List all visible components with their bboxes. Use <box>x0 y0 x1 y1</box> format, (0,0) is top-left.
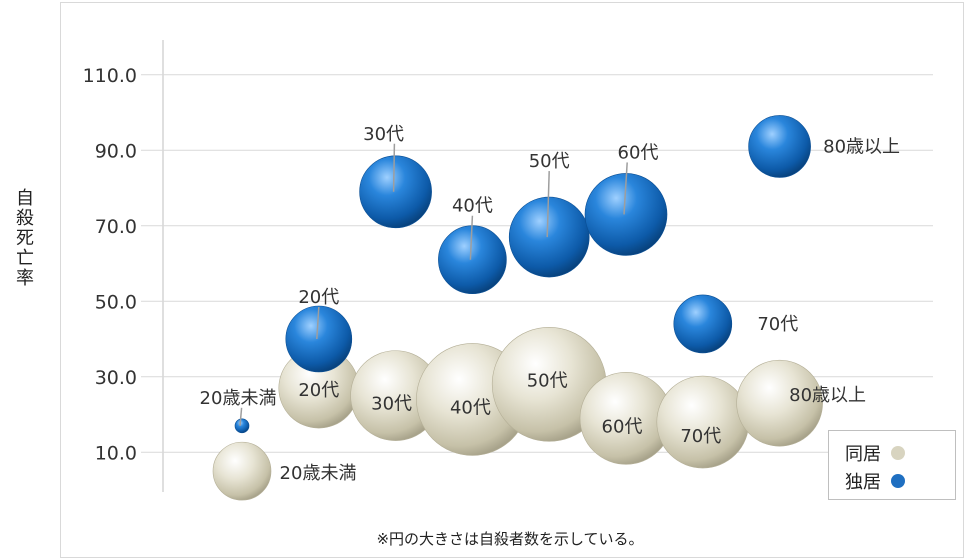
y-tick-label: 70.0 <box>95 216 137 238</box>
data-label: 60代 <box>602 416 643 437</box>
label-leader-line <box>623 162 628 215</box>
label-leader-line <box>392 143 396 192</box>
bubble-alone <box>234 418 250 434</box>
legend-label: 同居 <box>845 444 881 465</box>
bubble-alone <box>673 294 733 354</box>
legend-item-coresident: 同居 <box>845 440 905 466</box>
data-label: 70代 <box>757 314 798 335</box>
bubble-coresident <box>736 359 823 447</box>
bubble-coresident <box>656 375 750 469</box>
data-label: 20歳未満 <box>200 388 277 409</box>
y-tick-label: 10.0 <box>95 442 137 464</box>
label-leader-line <box>239 407 243 426</box>
data-label: 50代 <box>529 151 570 172</box>
y-tick-label: 30.0 <box>95 367 137 389</box>
legend-label: 独居 <box>845 472 881 493</box>
chart-note: ※円の大きさは自殺者数を示している。 <box>376 530 643 548</box>
data-label: 50代 <box>527 370 568 391</box>
data-label: 20歳未満 <box>280 463 357 484</box>
bubble-alone <box>748 115 811 178</box>
legend-swatch <box>891 446 905 460</box>
y-tick-label: 110.0 <box>83 65 137 87</box>
data-label: 40代 <box>450 397 491 418</box>
y-axis-label: 自殺死亡率 <box>13 188 34 288</box>
y-tick-label: 50.0 <box>95 291 137 313</box>
data-label: 40代 <box>452 196 493 217</box>
legend-item-alone: 独居 <box>845 468 905 494</box>
bubble-alone <box>438 225 507 295</box>
bubble-alone <box>285 305 353 373</box>
data-label: 30代 <box>363 124 404 145</box>
data-label: 80歳以上 <box>789 385 866 406</box>
bubble-alone <box>359 155 432 229</box>
data-label: 20代 <box>298 380 339 401</box>
chart-frame <box>60 2 964 558</box>
data-label: 60代 <box>618 142 659 163</box>
data-label: 70代 <box>680 426 721 447</box>
data-label: 80歳以上 <box>823 136 900 157</box>
label-leader-line <box>316 306 320 340</box>
bubble-alone <box>508 196 590 278</box>
bubble-coresident <box>212 441 272 501</box>
data-label: 30代 <box>371 394 412 415</box>
legend-swatch <box>891 474 905 488</box>
legend: 同居 独居 <box>828 430 956 500</box>
data-label: 20代 <box>298 287 339 308</box>
label-leader-line <box>469 215 474 260</box>
label-leader-line <box>546 171 550 238</box>
y-tick-label: 90.0 <box>95 140 137 162</box>
